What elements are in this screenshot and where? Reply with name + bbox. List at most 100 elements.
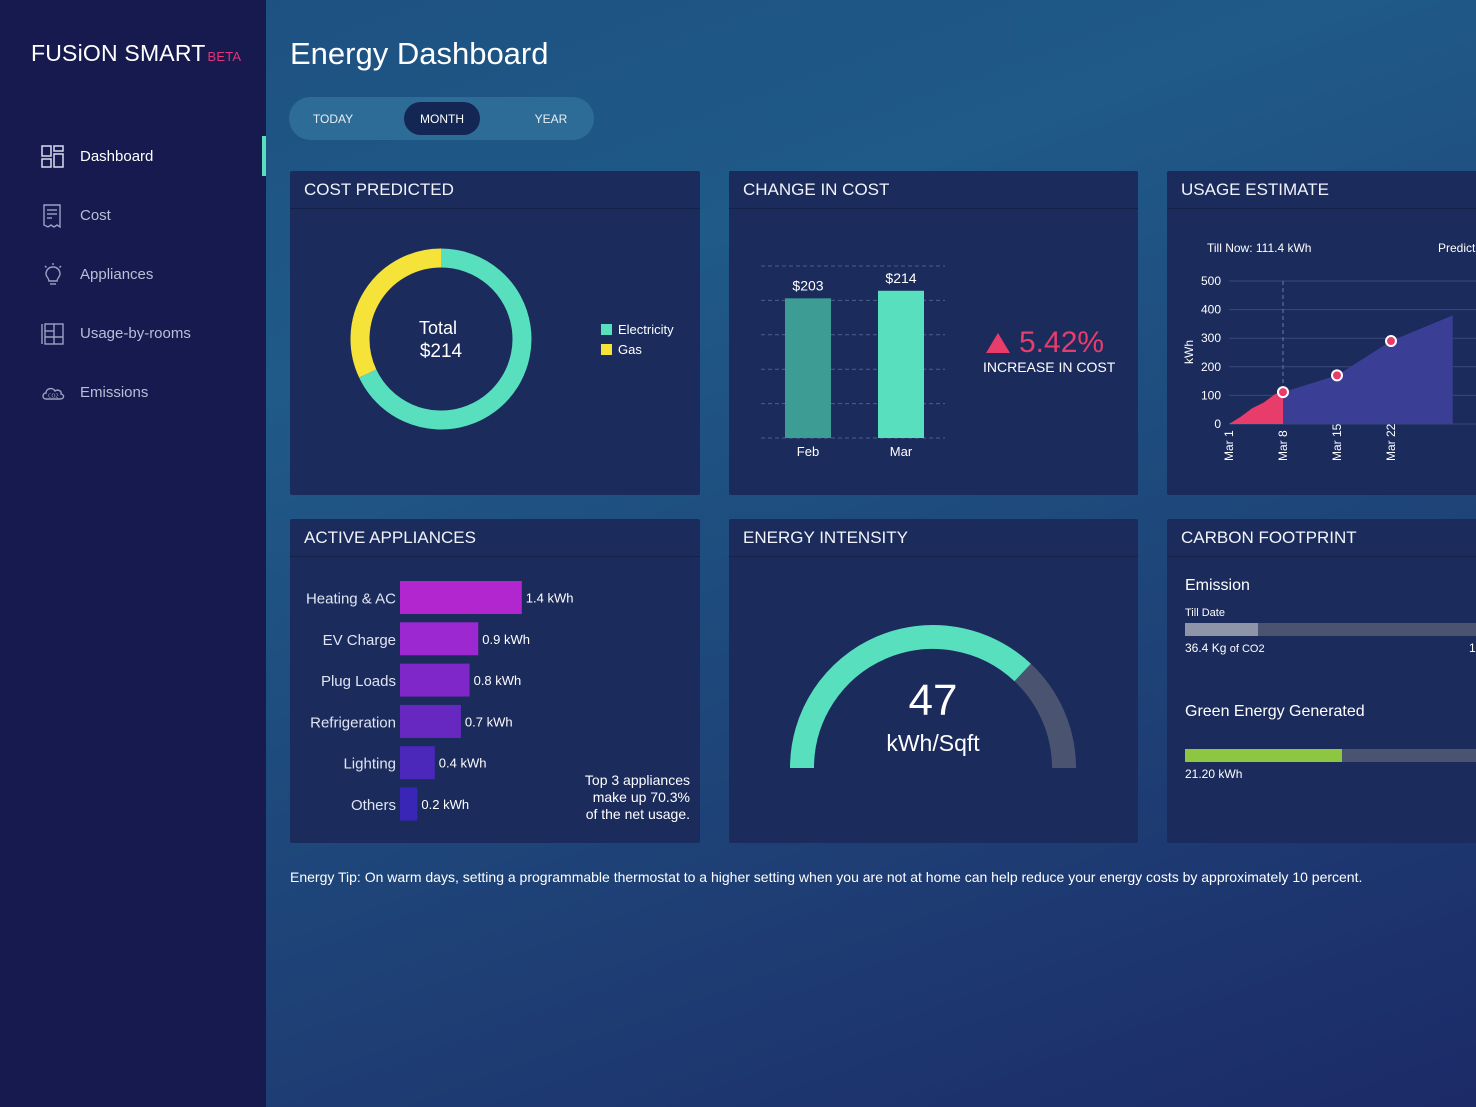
carbon-footprint-card: CARBON FOOTPRINT Emission Till Date 36.4… — [1167, 519, 1476, 843]
brand-name: FUSiON SMART — [31, 40, 206, 66]
y-tick-label: 400 — [1201, 303, 1221, 317]
energy-tip: Energy Tip: On warm days, setting a prog… — [290, 869, 1362, 885]
category-label: Plug Loads — [321, 673, 396, 690]
y-tick-label: 300 — [1201, 331, 1221, 345]
bar-value-label: $203 — [792, 277, 823, 293]
note-line: Top 3 appliances — [584, 772, 690, 788]
tip-label: Energy Tip: — [290, 869, 361, 885]
x-tick-label: Mar — [890, 444, 913, 459]
sidebar-item-label: Usage-by-rooms — [80, 324, 191, 342]
sidebar-item-dashboard[interactable]: Dashboard — [0, 136, 266, 176]
legend-label: Gas — [618, 342, 642, 357]
legend-item-gas: Gas — [601, 342, 642, 357]
bar-value-label: 0.9 kWh — [482, 632, 530, 647]
sidebar-item-label: Cost — [80, 206, 111, 224]
bar-others — [400, 787, 418, 821]
card-title: COST PREDICTED — [304, 180, 454, 199]
emission-unit: of CO2 — [1229, 643, 1265, 655]
cost-donut-chart: Total $214 — [350, 248, 532, 430]
bar-plug-loads — [400, 663, 470, 697]
bar-value-label: 0.7 kWh — [465, 714, 513, 729]
predicted-label: Predict — [1438, 241, 1476, 255]
y-tick-label: 100 — [1201, 388, 1221, 402]
category-label: Refrigeration — [310, 714, 396, 731]
appliances-bar-chart: Heating & AC 1.4 kWh EV Charge 0.9 kWh Plug … — [306, 581, 574, 821]
lightbulb-icon — [44, 263, 62, 285]
till-now-label: Till Now: 111.4 kWh — [1207, 241, 1312, 255]
gauge-track — [1014, 663, 1076, 769]
active-appliances-card: ACTIVE APPLIANCES Heating & AC 1.4 kWh EV … — [290, 519, 700, 843]
card-divider — [729, 556, 1138, 557]
emission-heading: Emission — [1185, 577, 1250, 594]
card-title: CHANGE IN COST — [743, 180, 890, 199]
bar-heating-ac — [400, 581, 522, 614]
sidebar-item-cost[interactable]: Cost — [0, 195, 266, 235]
donut-center-value: $214 — [420, 341, 463, 362]
bar-feb — [785, 298, 831, 438]
emission-progress-fill — [1185, 623, 1258, 636]
receipt-icon — [43, 204, 61, 229]
note-line: of the net usage. — [585, 806, 690, 822]
sidebar: FUSiON SMART BETA Dashboard Cost — [0, 0, 266, 1107]
legend-label: Electricity — [618, 322, 674, 337]
sidebar-item-emissions[interactable]: CO2 Emissions — [0, 372, 266, 412]
page-title: Energy Dashboard — [290, 36, 549, 71]
green-energy-heading: Green Energy Generated — [1185, 703, 1365, 720]
legend-swatch — [601, 324, 612, 335]
bar-value-label: 1.4 kWh — [526, 591, 574, 606]
y-tick-label: 0 — [1214, 417, 1221, 431]
emission-value: 36.4 Kg — [1185, 641, 1227, 655]
sidebar-item-appliances[interactable]: Appliances — [0, 254, 266, 294]
card-divider — [1167, 208, 1476, 209]
green-energy-value: 21.20 kWh — [1185, 767, 1243, 781]
usage-estimate-card: USAGE ESTIMATE Till Now: 111.4 kWh Predi… — [1167, 171, 1476, 495]
intensity-gauge: 47 kWh/Sqft — [790, 625, 1076, 769]
range-year-button[interactable]: YEAR — [534, 111, 568, 126]
card-title: ACTIVE APPLIANCES — [304, 528, 476, 547]
donut-center-label: Total — [419, 318, 457, 338]
range-today-button[interactable]: TODAY — [312, 111, 354, 126]
sidebar-item-label: Dashboard — [80, 147, 154, 165]
range-switch: TODAY MONTH YEAR — [289, 97, 594, 140]
category-label: EV Charge — [323, 632, 396, 649]
card-title: ENERGY INTENSITY — [743, 528, 908, 547]
category-label: Lighting — [343, 756, 396, 773]
range-month-button[interactable]: MONTH — [404, 102, 480, 135]
bar-refrigeration — [400, 704, 461, 738]
card-divider — [1167, 556, 1476, 557]
sidebar-item-label: Emissions — [80, 383, 149, 401]
green-progress-track — [1185, 749, 1476, 762]
note-line: make up 70.3% — [592, 789, 690, 805]
emission-target: 1 — [1469, 641, 1476, 655]
beta-badge: BETA — [207, 49, 242, 64]
category-label: Heating & AC — [306, 591, 396, 608]
card-divider — [729, 208, 1138, 209]
bar-lighting — [400, 746, 435, 780]
bar-value-label: 0.2 kWh — [421, 797, 469, 812]
change-percent: 5.42% — [1019, 326, 1105, 359]
appliances-note: Top 3 appliances make up 70.3% of the ne… — [585, 772, 690, 823]
bar-value-label: 0.4 kWh — [439, 756, 487, 771]
y-tick-label: 500 — [1201, 274, 1221, 288]
gauge-value: 47 — [909, 676, 958, 725]
cost-predicted-card: COST PREDICTED Total $214 Electricity Ga… — [290, 171, 700, 495]
area-actual — [1229, 392, 1283, 424]
till-date-label: Till Date — [1185, 607, 1225, 619]
sidebar-item-label: Appliances — [80, 265, 154, 283]
emission-progress-track — [1185, 623, 1476, 636]
x-tick-label: Mar 8 — [1276, 430, 1290, 461]
up-triangle-icon — [986, 333, 1010, 353]
donut-slice-electricity — [359, 248, 532, 430]
legend-item-electricity: Electricity — [601, 322, 674, 337]
category-label: Others — [351, 797, 396, 814]
green-progress-fill — [1185, 749, 1343, 762]
legend-swatch — [601, 344, 612, 355]
bar-mar — [878, 290, 924, 438]
dashboard-icon — [41, 145, 64, 168]
sidebar-item-usage-by-rooms[interactable]: Usage-by-rooms — [0, 313, 266, 353]
change-label: INCREASE IN COST — [983, 359, 1116, 375]
x-tick-label: Feb — [797, 444, 819, 459]
data-point — [1331, 369, 1343, 382]
usage-area-chart: 0 100 200 300 400 500 kWh Mar 1 Mar 8 Mar 15 Mar 2… — [1182, 274, 1476, 461]
brand-logo[interactable]: FUSiON SMART BETA — [31, 40, 241, 67]
